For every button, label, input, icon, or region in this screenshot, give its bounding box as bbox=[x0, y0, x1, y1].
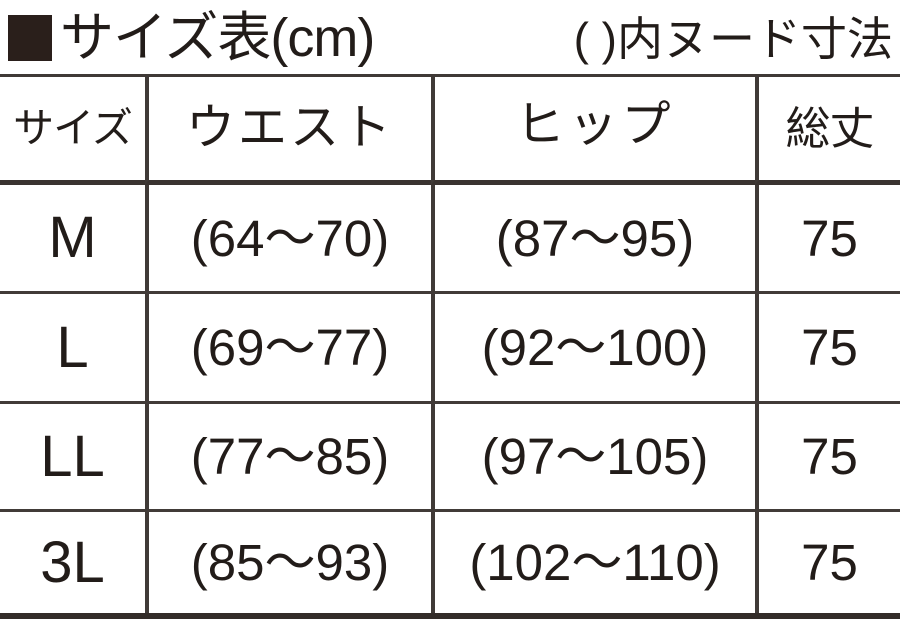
title-left: ■ サイズ表(cm) bbox=[8, 8, 375, 68]
size-value: 3L bbox=[0, 512, 145, 613]
header-cell-waist: ウエスト bbox=[145, 77, 431, 185]
waist-range: (85〜93) bbox=[145, 512, 431, 613]
length-value: 75 bbox=[755, 404, 900, 512]
waist-range: (64〜70) bbox=[145, 185, 431, 294]
square-bullet-icon: ■ bbox=[8, 15, 52, 61]
header-cell-size: サイズ bbox=[0, 77, 145, 185]
hip-range: (102〜110) bbox=[431, 512, 755, 613]
length-value: 75 bbox=[755, 185, 900, 294]
hip-range: (97〜105) bbox=[431, 404, 755, 512]
hip-range: (92〜100) bbox=[431, 294, 755, 404]
size-value: M bbox=[0, 185, 145, 294]
waist-range: (69〜77) bbox=[145, 294, 431, 404]
length-value: 75 bbox=[755, 294, 900, 404]
header-cell-length: 総丈 bbox=[755, 77, 900, 185]
nude-size-note: ( )内ヌード寸法 bbox=[573, 13, 893, 65]
hip-range: (87〜95) bbox=[431, 185, 755, 294]
size-value: L bbox=[0, 294, 145, 404]
size-table: サイズ ウエスト ヒップ 総丈 M (64〜70) (87〜95) 75 L (… bbox=[0, 74, 900, 619]
waist-range: (77〜85) bbox=[145, 404, 431, 512]
header-cell-hip: ヒップ bbox=[431, 77, 755, 185]
page-title: サイズ表(cm) bbox=[60, 8, 375, 68]
length-value: 75 bbox=[755, 512, 900, 613]
size-value: LL bbox=[0, 404, 145, 512]
title-row: ■ サイズ表(cm) ( )内ヌード寸法 bbox=[0, 0, 900, 74]
